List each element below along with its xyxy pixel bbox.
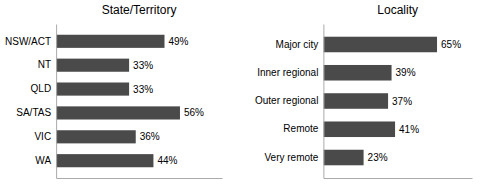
tick: QLD [31,83,52,94]
tick: Remote [283,123,318,134]
bar [323,93,388,109]
x-axis-line [57,178,223,179]
tick: NT [38,59,51,70]
y-axis: NSW/ACT NT QLD SA/TAS VIC WA [5,25,57,179]
tick: Very remote [264,152,318,163]
data-label: 44% [157,155,177,166]
bar [323,121,395,137]
bars [323,37,437,166]
data-label: 23% [368,152,388,163]
tick-label: NSW/ACT [5,36,51,47]
tick-label: SA/TAS [16,107,51,118]
tick: NSW/ACT [5,36,51,47]
data-label: 56% [184,107,204,118]
tick-label: WA [35,155,51,166]
data-label: 33% [133,60,153,71]
bar [323,37,437,53]
panel: Locality 65% 39% 37% 41% 23% Major city Inner r… [255,3,473,179]
figure: State/Territory 49% 33% 33% 56% 36% 44% NSW/ACT… [0,0,500,186]
x-axis-line [324,178,473,179]
tick: WA [35,155,51,166]
bar [56,35,164,48]
x-axis [57,178,223,179]
tick-label: QLD [31,83,52,94]
title: Locality [377,3,418,17]
data-label: 41% [399,124,419,135]
data-label: 49% [168,36,188,47]
bar [56,154,153,167]
bar [56,59,129,72]
tick-label: Outer regional [255,95,318,106]
tick-label: Inner regional [257,67,318,78]
y-axis-line [323,25,324,179]
bar [56,130,136,143]
bar [323,65,391,81]
data-label: 37% [392,96,412,107]
tick: Major city [276,39,319,50]
bar [323,150,363,166]
title: State/Territory [102,3,177,17]
tick-label: Major city [276,39,319,50]
tick: Outer regional [255,95,318,106]
x-axis [324,178,473,179]
data-label: 33% [133,84,153,95]
panel: State/Territory 49% 33% 33% 56% 36% 44% NSW/ACT… [5,3,223,179]
data-label: 36% [140,131,160,142]
tick: SA/TAS [16,107,51,118]
bar [56,106,180,119]
y-axis: Major city Inner regional Outer regional Re… [255,25,324,179]
tick-label: VIC [34,131,51,142]
bars [56,35,180,168]
data-label: 39% [396,67,416,78]
tick-label: Remote [283,123,318,134]
tick: Inner regional [257,67,318,78]
tick: VIC [34,131,51,142]
tick-label: Very remote [264,152,318,163]
bar [56,82,129,95]
tick-label: NT [38,59,51,70]
y-axis-line [56,25,57,179]
data-label: 65% [441,39,461,50]
